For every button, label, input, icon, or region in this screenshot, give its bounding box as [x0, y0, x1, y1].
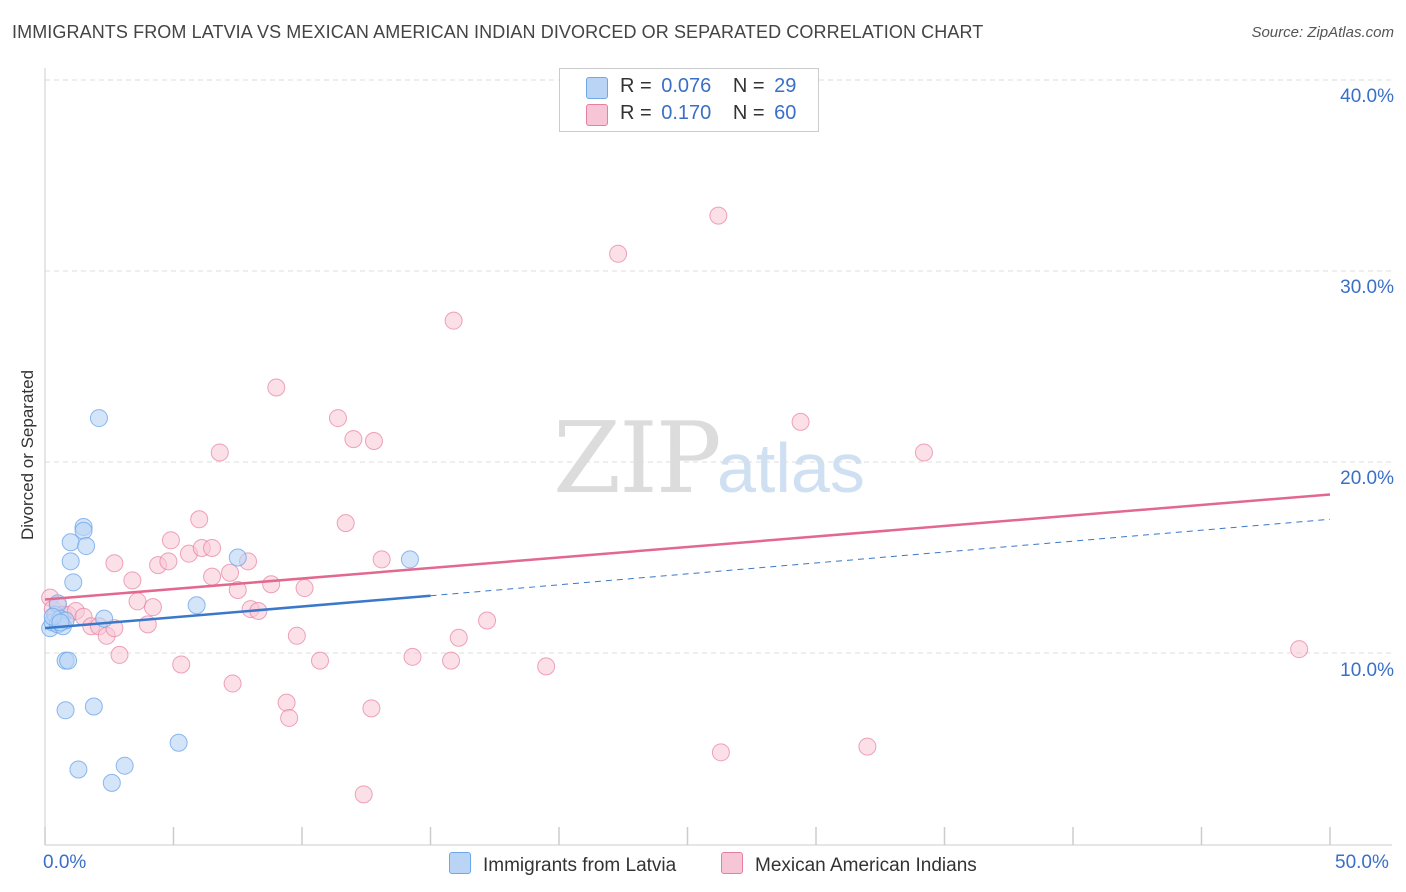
point-mexican-american-indians — [403, 647, 422, 666]
point-immigrants-from-latvia — [69, 760, 88, 779]
point-mexican-american-indians — [159, 552, 178, 571]
point-mexican-american-indians — [354, 785, 373, 804]
point-mexican-american-indians — [221, 563, 240, 582]
point-immigrants-from-latvia — [115, 756, 134, 775]
y-axis-label: Divorced or Separated — [18, 369, 37, 541]
point-mexican-american-indians — [105, 554, 124, 573]
trendline-immigrants-from-latvia-extension — [430, 518, 1331, 597]
point-mexican-american-indians — [280, 708, 299, 727]
point-mexican-american-indians — [709, 206, 728, 225]
point-mexican-american-indians — [858, 737, 877, 756]
point-mexican-american-indians — [262, 575, 281, 594]
bottom-legend-swatch-pink — [721, 852, 743, 874]
x-tick-label-min: 0.0% — [43, 852, 87, 873]
point-immigrants-from-latvia — [64, 573, 83, 592]
y-tick-label-20: 20.0% — [1340, 468, 1394, 489]
bottom-legend-mexican: Mexican American Indians — [721, 852, 977, 877]
point-immigrants-from-latvia — [400, 550, 419, 569]
legend-r-label-2: R = — [620, 102, 652, 124]
bottom-legend-latvia: Immigrants from Latvia — [449, 852, 676, 877]
point-mexican-american-indians — [444, 311, 463, 330]
point-mexican-american-indians — [210, 443, 229, 462]
point-mexican-american-indians — [609, 244, 628, 263]
point-mexican-american-indians — [277, 693, 296, 712]
point-mexican-american-indians — [161, 531, 180, 550]
watermark-zip: ZIP — [553, 402, 722, 516]
point-immigrants-from-latvia — [59, 651, 78, 670]
watermark-atlas: atlas — [717, 429, 865, 507]
point-mexican-american-indians — [791, 412, 810, 431]
point-mexican-american-indians — [123, 571, 142, 590]
point-immigrants-from-latvia — [61, 552, 80, 571]
legend-r-value-2: 0.170 — [661, 102, 712, 124]
point-immigrants-from-latvia — [169, 733, 188, 752]
y-tick-label-30: 30.0% — [1340, 277, 1394, 298]
point-immigrants-from-latvia — [228, 548, 247, 567]
point-mexican-american-indians — [328, 409, 347, 428]
trendline-mexican-american-indians — [44, 493, 1331, 601]
point-mexican-american-indians — [110, 645, 129, 664]
legend-r-label-1: R = — [620, 75, 652, 97]
legend-r-value-1: 0.076 — [661, 75, 712, 97]
source-label: Source: ZipAtlas.com — [1251, 24, 1394, 41]
point-immigrants-from-latvia — [89, 409, 108, 428]
point-mexican-american-indians — [172, 655, 191, 674]
point-mexican-american-indians — [228, 580, 247, 599]
point-mexican-american-indians — [914, 443, 933, 462]
chart-title: IMMIGRANTS FROM LATVIA VS MEXICAN AMERIC… — [12, 22, 984, 42]
point-mexican-american-indians — [203, 538, 222, 557]
y-tick-label-40: 40.0% — [1340, 86, 1394, 107]
point-immigrants-from-latvia — [84, 697, 103, 716]
point-immigrants-from-latvia — [56, 701, 75, 720]
point-immigrants-from-latvia — [77, 537, 96, 556]
point-mexican-american-indians — [364, 431, 383, 450]
point-mexican-american-indians — [287, 626, 306, 645]
legend-n-value-1: 29 — [774, 75, 797, 97]
point-mexican-american-indians — [295, 579, 314, 598]
point-immigrants-from-latvia — [187, 596, 206, 615]
x-tick-label-max: 50.0% — [1335, 852, 1389, 873]
point-mexican-american-indians — [143, 598, 162, 617]
point-mexican-american-indians — [1290, 640, 1309, 659]
point-mexican-american-indians — [478, 611, 497, 630]
point-mexican-american-indians — [223, 674, 242, 693]
point-mexican-american-indians — [190, 510, 209, 529]
point-mexican-american-indians — [449, 628, 468, 647]
point-mexican-american-indians — [203, 567, 222, 586]
point-mexican-american-indians — [344, 430, 363, 449]
point-mexican-american-indians — [372, 550, 391, 569]
legend-swatch-blue — [586, 77, 608, 99]
point-mexican-american-indians — [267, 378, 286, 397]
point-mexican-american-indians — [362, 699, 381, 718]
legend-n-label-1: N = — [732, 75, 765, 97]
bottom-legend-label-mexican: Mexican American Indians — [755, 855, 977, 876]
point-mexican-american-indians — [711, 743, 730, 762]
point-mexican-american-indians — [336, 514, 355, 533]
legend-swatch-pink — [586, 104, 608, 126]
legend-n-value-2: 60 — [774, 102, 797, 124]
point-mexican-american-indians — [310, 651, 329, 670]
point-immigrants-from-latvia — [102, 773, 121, 792]
y-tick-label-10: 10.0% — [1340, 660, 1394, 681]
correlation-legend: R = 0.076 N = 29 R = 0.170 N = 60 — [559, 68, 819, 132]
bottom-legend-swatch-blue — [449, 852, 471, 874]
point-mexican-american-indians — [442, 651, 461, 670]
bottom-legend-label-latvia: Immigrants from Latvia — [483, 855, 677, 876]
point-immigrants-from-latvia — [74, 521, 93, 540]
point-mexican-american-indians — [128, 592, 147, 611]
trendline-immigrants-from-latvia — [44, 594, 431, 630]
point-mexican-american-indians — [537, 657, 556, 676]
legend-n-label-2: N = — [732, 102, 765, 124]
